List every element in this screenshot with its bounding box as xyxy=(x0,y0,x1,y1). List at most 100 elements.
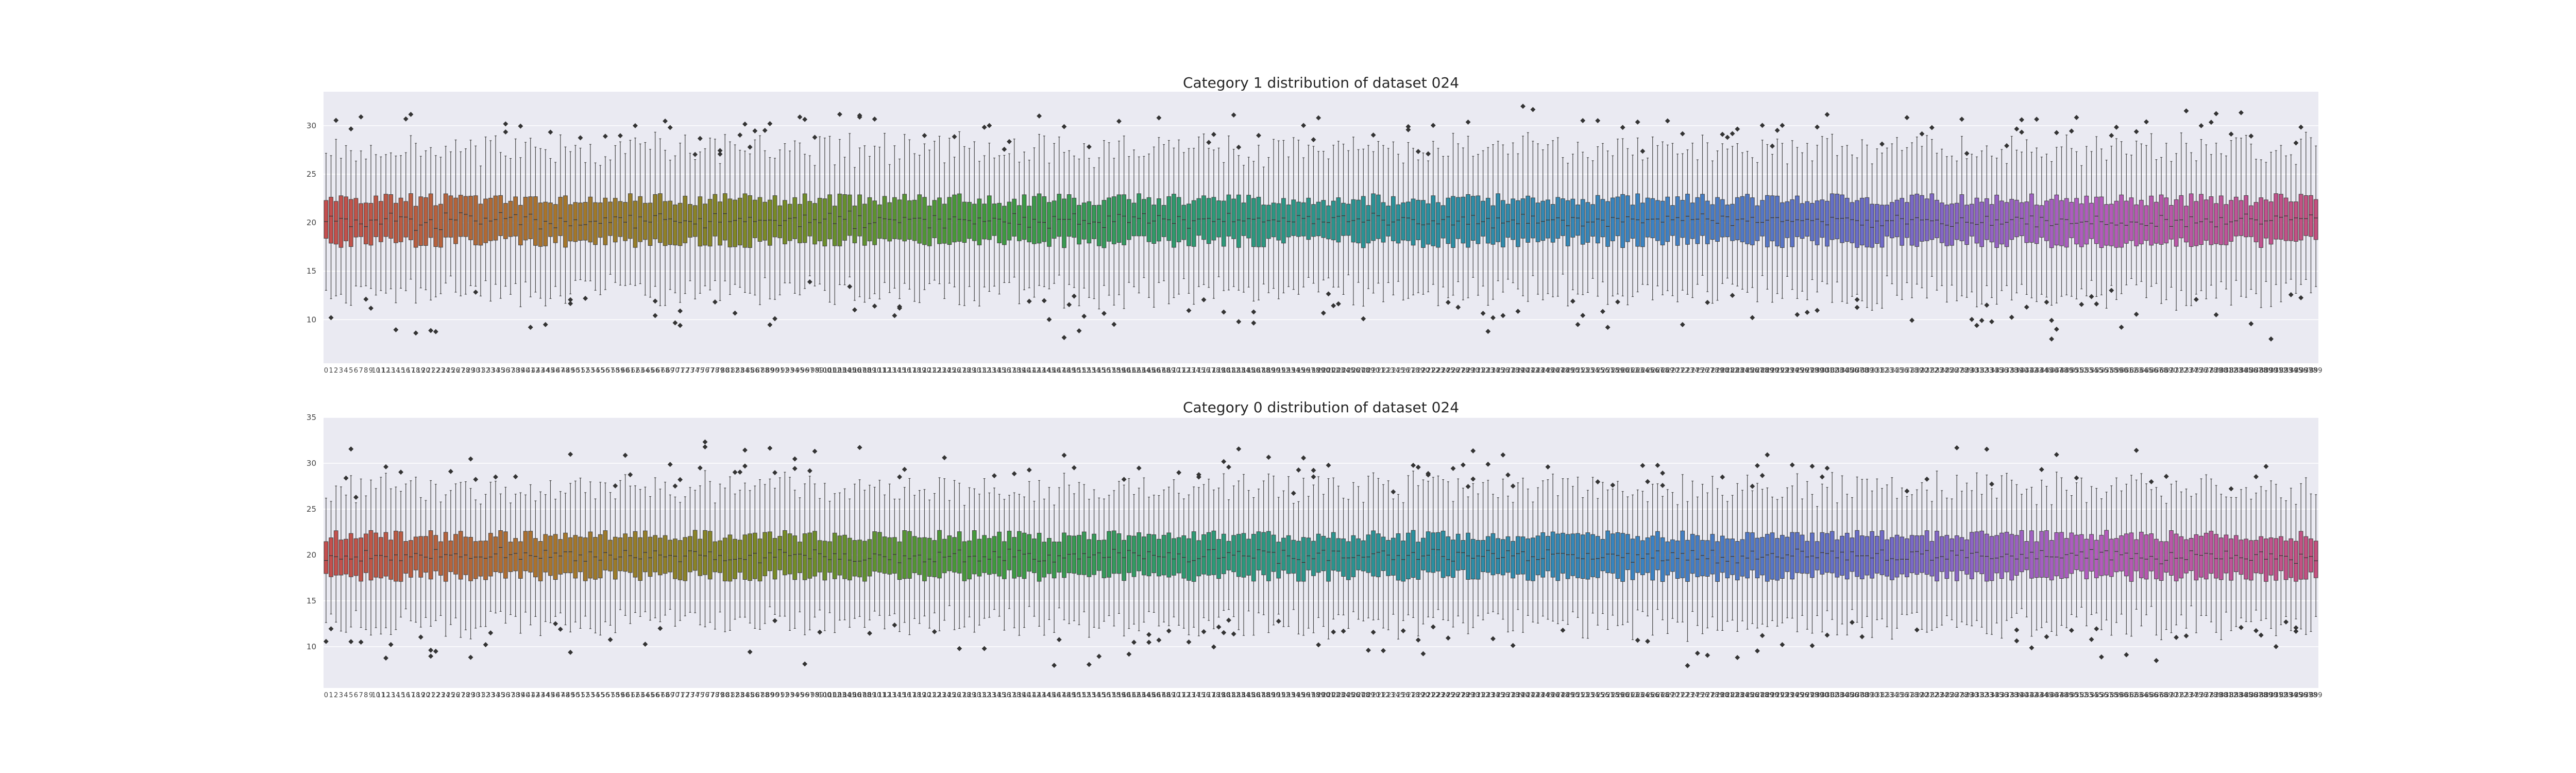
box-192 xyxy=(1281,140,1286,294)
outlier-point xyxy=(1580,313,1586,318)
box-body xyxy=(1007,531,1012,570)
box-body xyxy=(1096,540,1101,571)
box-159 xyxy=(1116,481,1122,614)
x-tick-label: 96 xyxy=(801,367,809,375)
box-44 xyxy=(543,494,548,622)
outlier-point xyxy=(802,661,808,667)
x-tick-label: 18 xyxy=(412,367,420,375)
box-body xyxy=(329,537,333,577)
box-262 xyxy=(1630,155,1635,297)
x-tick-label: 173 xyxy=(1182,367,1195,375)
box-body xyxy=(1670,205,1675,236)
outlier-point xyxy=(717,152,723,157)
box-13 xyxy=(388,152,394,290)
box-161 xyxy=(1126,156,1131,283)
x-tick-label: 316 xyxy=(1895,367,1908,375)
x-tick-label: 290 xyxy=(1766,367,1779,375)
box-165 xyxy=(1146,496,1151,645)
box-79 xyxy=(718,483,722,613)
box-10 xyxy=(374,154,379,296)
x-tick-label: 204 xyxy=(1337,367,1350,375)
box-197 xyxy=(1306,496,1311,629)
box-body xyxy=(538,203,543,247)
box-body xyxy=(368,203,374,246)
box-362 xyxy=(2129,155,2134,279)
box-352 xyxy=(2079,165,2084,307)
box-body xyxy=(1072,197,1077,238)
x-tick-label: 356 xyxy=(2095,367,2108,375)
box-293 xyxy=(1785,163,1790,277)
outlier-point xyxy=(1196,472,1201,477)
box-285 xyxy=(1745,150,1750,293)
box-body xyxy=(1844,197,1850,242)
x-tick-label: 138 xyxy=(1008,367,1021,375)
box-177 xyxy=(1206,140,1212,288)
box-body xyxy=(503,531,508,579)
box-2 xyxy=(333,485,338,623)
x-tick-label: 199 xyxy=(1312,367,1325,375)
x-tick-label: 343 xyxy=(2030,367,2043,375)
box-140 xyxy=(1022,496,1027,628)
box-298 xyxy=(1810,160,1815,280)
outlier-point xyxy=(343,475,349,481)
x-tick-label: 19 xyxy=(416,367,425,375)
box-body xyxy=(817,540,822,573)
box-body xyxy=(1291,199,1296,236)
outlier-point xyxy=(892,313,897,318)
box-body xyxy=(1366,205,1371,244)
x-tick-label: 205 xyxy=(1342,367,1355,375)
x-tick-label: 398 xyxy=(2304,367,2317,375)
box-120 xyxy=(922,133,927,290)
box-357 xyxy=(2104,160,2109,309)
box-body xyxy=(478,204,483,246)
box-body xyxy=(842,534,847,579)
outlier-point xyxy=(583,296,588,301)
box-body xyxy=(752,199,757,238)
box-240 xyxy=(1520,104,1526,296)
box-body xyxy=(2283,197,2289,241)
box-38 xyxy=(513,138,518,284)
box-88 xyxy=(762,128,768,278)
box-body xyxy=(2114,200,2119,248)
box-body xyxy=(1042,196,1047,242)
box-66 xyxy=(653,477,658,618)
box-body xyxy=(603,197,608,245)
outlier-point xyxy=(1201,629,1207,634)
outlier-point xyxy=(1061,124,1067,129)
x-tick-label: 301 xyxy=(1821,367,1834,375)
x-tick-label: 330 xyxy=(1965,367,1978,375)
box-237 xyxy=(1505,154,1511,280)
box-body xyxy=(962,541,967,581)
box-body xyxy=(638,196,643,242)
outlier-point xyxy=(1011,471,1017,477)
box-355 xyxy=(2094,136,2099,307)
box-body xyxy=(977,539,982,577)
box-71 xyxy=(677,143,683,328)
box-body xyxy=(757,539,762,582)
box-196 xyxy=(1301,123,1307,288)
box-body xyxy=(718,201,722,246)
box-65 xyxy=(648,149,653,298)
box-4 xyxy=(343,475,349,633)
box-body xyxy=(1306,537,1311,570)
box-310 xyxy=(1870,163,1875,311)
outlier-point xyxy=(433,329,438,334)
x-tick-label: 179 xyxy=(1212,367,1225,375)
box-304 xyxy=(1840,146,1844,302)
box-body xyxy=(1211,530,1216,575)
box-body xyxy=(897,541,902,580)
outlier-point xyxy=(981,646,987,651)
box-25 xyxy=(448,151,453,277)
outlier-point xyxy=(1211,131,1216,137)
box-body xyxy=(2039,205,2044,238)
outlier-point xyxy=(852,307,857,313)
box-21 xyxy=(428,147,434,333)
box-215 xyxy=(1396,154,1401,282)
chart-2-title: Category 0 distribution of dataset 024 xyxy=(1183,399,1459,416)
box-119 xyxy=(917,490,922,624)
box-body xyxy=(1730,204,1735,241)
box-body xyxy=(1231,198,1236,239)
outlier-point xyxy=(1919,131,1925,137)
box-77 xyxy=(707,481,713,623)
x-tick-label: 340 xyxy=(2015,367,2028,375)
